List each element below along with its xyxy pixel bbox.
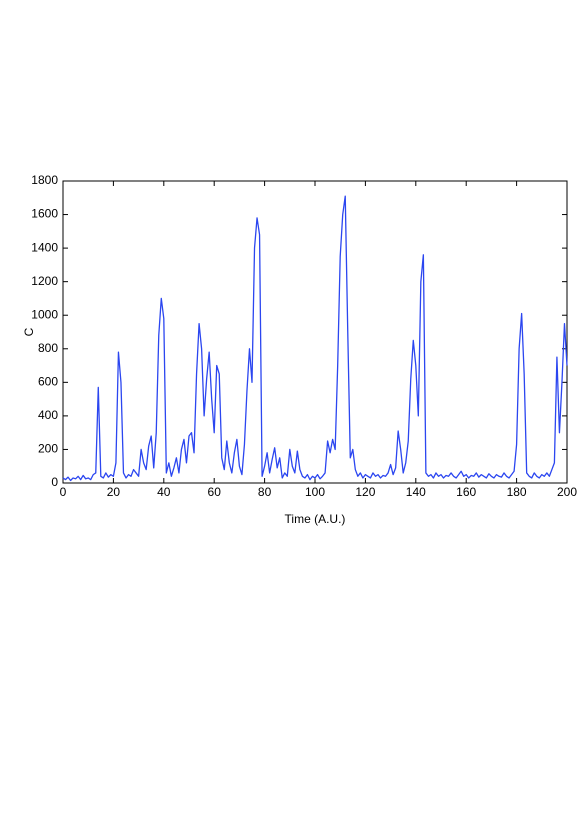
x-tick-label: 140 (406, 485, 426, 499)
x-tick-label: 40 (157, 485, 171, 499)
y-tick-label: 0 (51, 475, 58, 489)
y-tick-label: 600 (38, 375, 58, 389)
y-tick-label: 400 (38, 408, 58, 422)
y-tick-label: 1000 (31, 307, 58, 321)
y-tick-label: 1200 (31, 274, 58, 288)
x-tick-label: 0 (60, 485, 67, 499)
plot-frame (62, 180, 568, 484)
x-tick-label: 80 (258, 485, 272, 499)
x-tick-label: 180 (507, 485, 527, 499)
y-tick-label: 1600 (31, 207, 58, 221)
x-tick-label: 100 (305, 485, 325, 499)
x-tick-label: 60 (208, 485, 222, 499)
data-line (62, 195, 568, 482)
y-tick-label: 200 (38, 442, 58, 456)
y-tick-label: 1800 (31, 173, 58, 187)
y-axis-label: C (22, 327, 36, 336)
x-axis-label: Time (A.U.) (285, 512, 346, 526)
y-tick-label: 800 (38, 341, 58, 355)
x-tick-label: 120 (355, 485, 375, 499)
y-tick-label: 1400 (31, 240, 58, 254)
x-tick-label: 20 (107, 485, 121, 499)
x-tick-label: 160 (456, 485, 476, 499)
x-tick-label: 200 (557, 485, 577, 499)
